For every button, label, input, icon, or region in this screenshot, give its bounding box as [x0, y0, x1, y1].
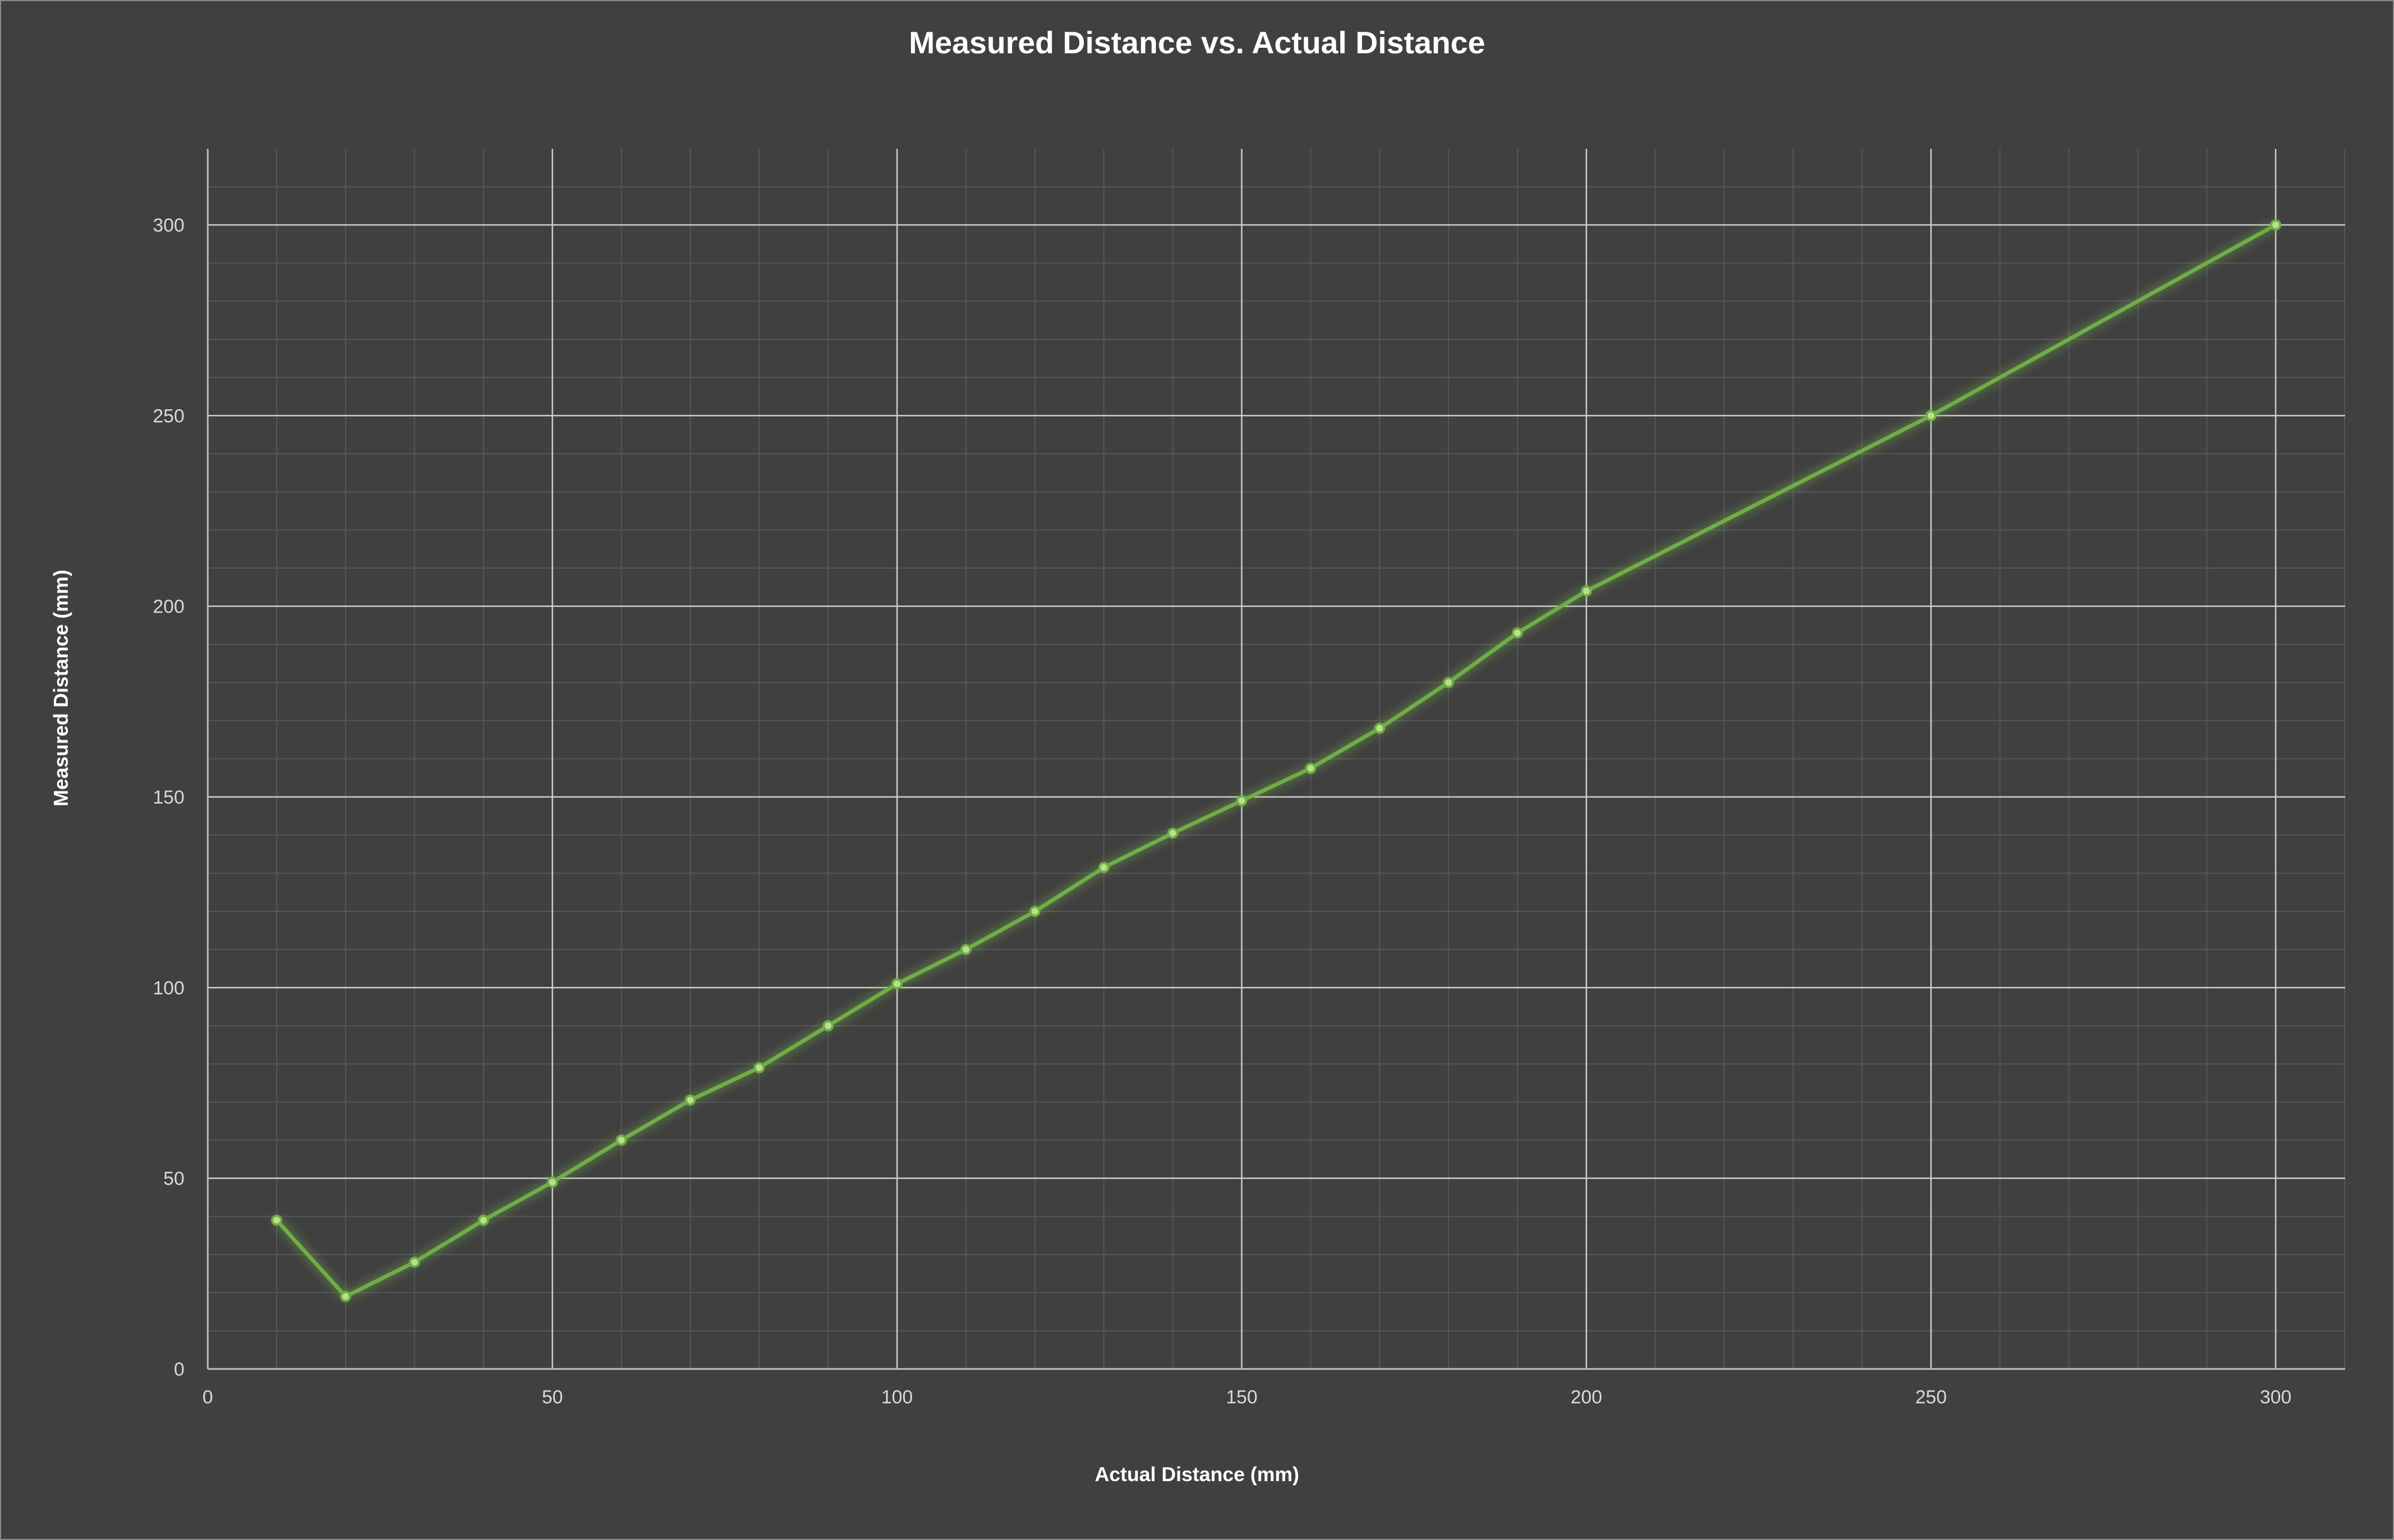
x-axis-title: Actual Distance (mm)	[1094, 1463, 1300, 1486]
y-tick-label: 200	[153, 596, 184, 618]
data-point	[1305, 763, 1316, 774]
x-tick-label: 250	[1915, 1387, 1947, 1408]
data-point	[1581, 585, 1592, 597]
data-point	[340, 1291, 352, 1302]
data-point	[1098, 862, 1110, 874]
data-point	[478, 1215, 489, 1226]
data-point	[1167, 827, 1179, 839]
series-line	[274, 223, 2278, 1299]
y-tick-label: 250	[153, 405, 184, 427]
data-point	[753, 1062, 765, 1074]
data-point	[409, 1256, 420, 1268]
data-point	[684, 1094, 696, 1106]
data-point	[960, 944, 972, 955]
y-tick-label: 100	[153, 977, 184, 999]
data-point	[547, 1176, 558, 1188]
data-point	[2270, 219, 2281, 230]
x-tick-label: 300	[2260, 1387, 2292, 1408]
y-tick-label: 50	[163, 1168, 184, 1190]
data-point	[892, 978, 903, 990]
data-point	[1925, 410, 1937, 422]
chart-title: Measured Distance vs. Actual Distance	[909, 25, 1485, 60]
y-tick-label: 0	[174, 1359, 184, 1380]
y-tick-label: 150	[153, 787, 184, 808]
data-point	[1443, 677, 1454, 688]
data-point	[271, 1215, 283, 1226]
data-point	[822, 1020, 834, 1031]
y-tick-label: 300	[153, 215, 184, 236]
x-tick-label: 100	[882, 1387, 913, 1408]
data-point	[615, 1135, 627, 1146]
x-tick-label: 200	[1571, 1387, 1602, 1408]
data-point	[1374, 723, 1385, 734]
x-tick-label: 50	[542, 1387, 563, 1408]
x-tick-label: 0	[203, 1387, 213, 1408]
data-point	[1236, 795, 1248, 806]
data-point	[1029, 906, 1041, 917]
x-tick-label: 150	[1226, 1387, 1258, 1408]
data-point	[1511, 627, 1523, 639]
